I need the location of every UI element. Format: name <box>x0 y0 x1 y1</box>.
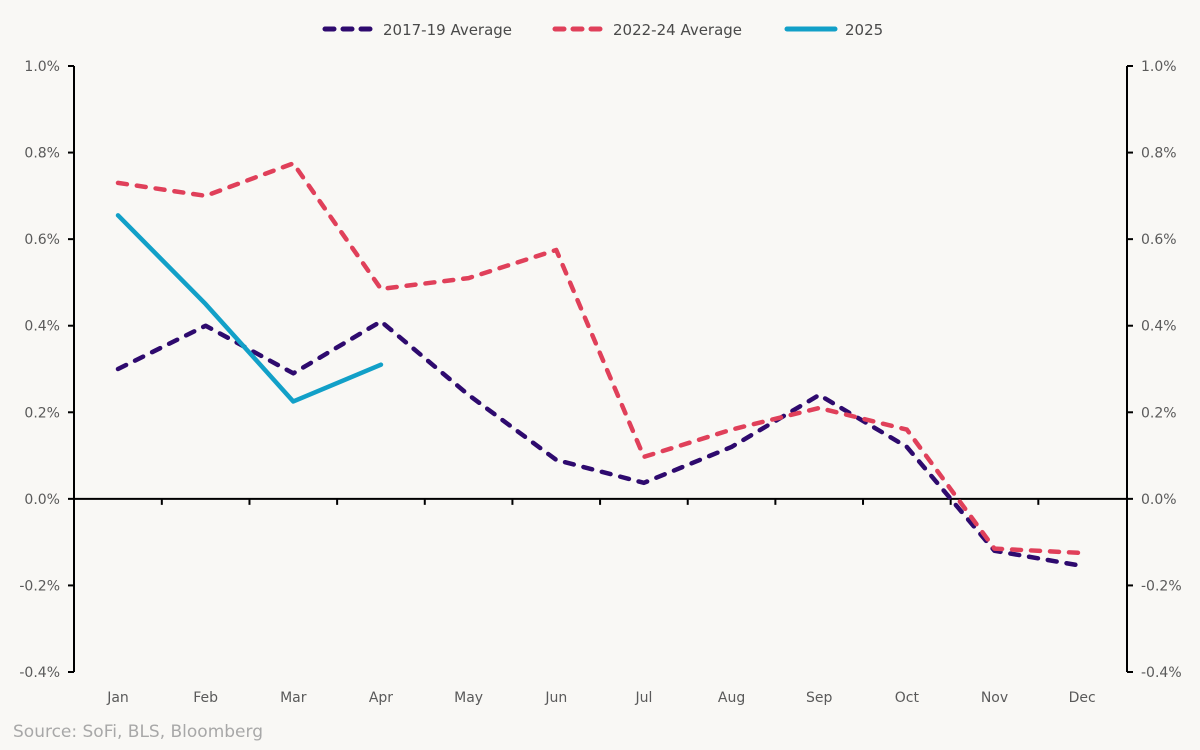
x-tick-label: Nov <box>981 690 1008 706</box>
x-tick-label: Sep <box>806 690 833 706</box>
x-tick-label: Dec <box>1069 690 1096 706</box>
y-tick-label-right: 0.0% <box>1141 492 1177 508</box>
x-tick-label: Aug <box>718 690 745 706</box>
y-tick-label-left: 0.8% <box>24 146 60 162</box>
y-tick-label-right: 0.2% <box>1141 405 1177 421</box>
y-tick-label-right: 0.6% <box>1141 232 1177 248</box>
x-tick-label: Apr <box>369 690 393 706</box>
y-tick-label-left: 0.6% <box>24 232 60 248</box>
y-tick-label-left: 0.0% <box>24 492 60 508</box>
y-tick-label-right: 0.4% <box>1141 319 1177 335</box>
y-tick-label-right: -0.2% <box>1141 578 1182 594</box>
x-tick-label: Jun <box>544 690 567 706</box>
y-tick-label-left: 1.0% <box>24 59 60 75</box>
x-tick-label: May <box>454 690 483 706</box>
legend-label: 2017-19 Average <box>383 21 512 39</box>
x-tick-label: Feb <box>193 690 218 706</box>
y-tick-label-right: -0.4% <box>1141 665 1182 681</box>
series-line-2025 <box>115 213 384 404</box>
y-tick-label-left: 0.4% <box>24 319 60 335</box>
series-line-2022-24-average <box>115 161 1085 556</box>
series-lines <box>115 161 1085 569</box>
legend-label: 2022-24 Average <box>613 21 742 39</box>
legend: 2017-19 Average 2022-24 Average 2025 <box>322 21 883 39</box>
x-tick-label: Jan <box>106 690 129 706</box>
source-note: Source: SoFi, BLS, Bloomberg <box>13 722 263 742</box>
series-line-2017-19-average <box>115 319 1085 569</box>
x-tick-label: Jul <box>634 690 652 706</box>
y-tick-label-right: 0.8% <box>1141 146 1177 162</box>
x-tick-label: Mar <box>280 690 307 706</box>
y-tick-label-left: -0.2% <box>19 578 60 594</box>
y-tick-label-left: 0.2% <box>24 405 60 421</box>
y-tick-label-left: -0.4% <box>19 665 60 681</box>
x-tick-label: Oct <box>895 690 920 706</box>
axes: 1.0% 1.0% 0.8% 0.8% 0.6% 0.6% 0.4% 0.4% 0.2% 0.2%… <box>19 59 1181 706</box>
y-tick-label-right: 1.0% <box>1141 59 1177 75</box>
legend-label: 2025 <box>845 21 883 39</box>
